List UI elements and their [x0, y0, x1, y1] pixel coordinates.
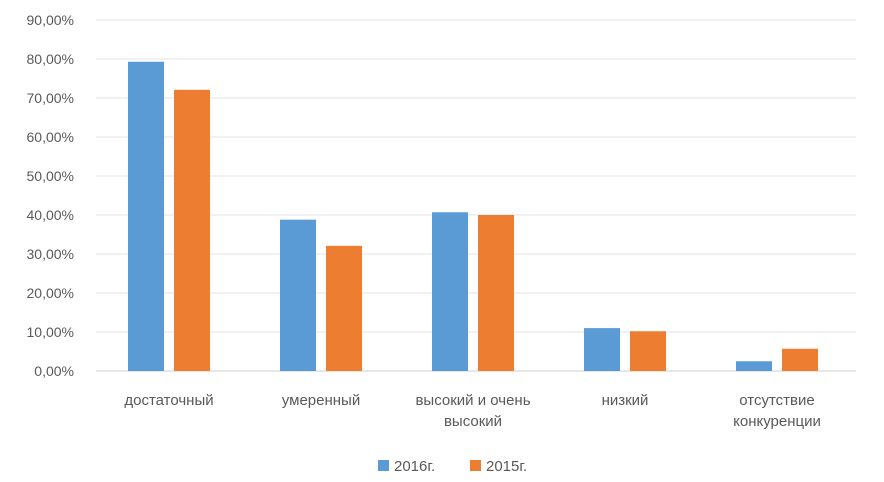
x-category-label: высокий и очень высокий	[415, 392, 530, 430]
x-category-label: отсутствие конкуренции	[733, 392, 821, 430]
y-tick-label: 10,00%	[27, 324, 74, 340]
x-axis-labels: достаточный умеренный высокий и очень высок…	[124, 392, 821, 430]
y-tick-label: 90,00%	[27, 12, 74, 28]
y-axis-ticks: 0,00% 10,00% 20,00% 30,00% 40,00% 50,00% 60,00…	[27, 12, 74, 379]
bars	[128, 61, 818, 371]
y-tick-label: 80,00%	[27, 51, 74, 67]
bar-series-2	[478, 215, 514, 371]
legend: 2016г. 2015г.	[378, 458, 527, 475]
bar-series-1	[432, 212, 468, 371]
bar-series-2	[782, 348, 818, 371]
bar-series-1	[128, 61, 164, 371]
y-tick-label: 50,00%	[27, 168, 74, 184]
legend-swatch	[470, 460, 481, 471]
bar-series-2	[174, 89, 210, 371]
x-category-label: умеренный	[282, 392, 360, 409]
y-tick-label: 40,00%	[27, 207, 74, 223]
legend-label: 2015г.	[486, 458, 527, 475]
gridlines	[96, 19, 856, 372]
y-tick-label: 60,00%	[27, 129, 74, 145]
bar-series-1	[280, 219, 316, 371]
y-tick-label: 30,00%	[27, 246, 74, 262]
bar-series-2	[326, 245, 362, 371]
bar-series-1	[736, 361, 772, 371]
y-tick-label: 0,00%	[34, 363, 74, 379]
legend-swatch	[378, 460, 389, 471]
bar-series-2	[630, 331, 666, 371]
y-tick-label: 20,00%	[27, 285, 74, 301]
x-category-label: низкий	[602, 392, 649, 409]
y-tick-label: 70,00%	[27, 90, 74, 106]
x-category-label: достаточный	[124, 392, 213, 409]
legend-label: 2016г.	[394, 458, 435, 475]
bar-series-1	[584, 328, 620, 371]
